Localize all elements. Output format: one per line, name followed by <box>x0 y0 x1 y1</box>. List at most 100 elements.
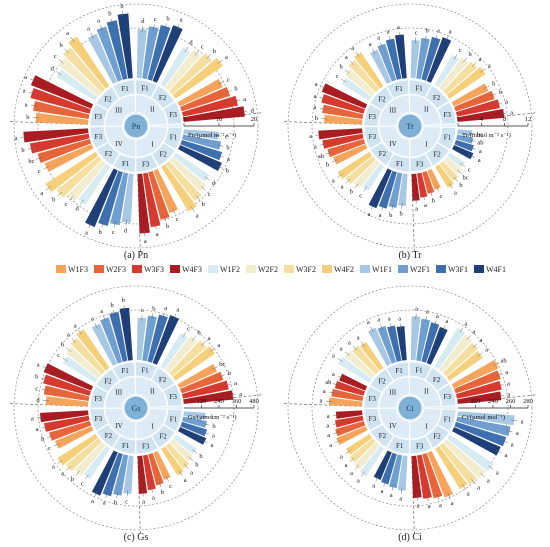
error-bar <box>75 470 80 476</box>
sig-label: a <box>472 328 475 335</box>
sig-label: b <box>21 147 24 154</box>
error-bar <box>190 206 195 212</box>
sig-label: a <box>341 184 344 191</box>
error-bar <box>224 384 231 386</box>
fert-label: F2 <box>159 433 167 441</box>
sig-label: a <box>66 30 69 37</box>
sig-label: a <box>313 93 316 100</box>
error-bar <box>217 165 223 169</box>
error-bar <box>360 341 365 347</box>
bar <box>183 106 245 122</box>
bar <box>85 168 118 228</box>
bar <box>398 173 408 206</box>
sig-label: a <box>144 238 147 245</box>
fert-segment <box>424 367 450 392</box>
period-label: IV <box>389 422 396 430</box>
error-bar <box>375 475 379 482</box>
error-bar <box>381 204 384 211</box>
error-bar <box>457 169 463 175</box>
sig-label: a <box>511 441 514 448</box>
fert-segment <box>363 103 383 127</box>
bar <box>142 172 161 228</box>
error-bar <box>399 323 402 330</box>
fert-segment <box>436 101 457 125</box>
error-bar <box>125 219 127 226</box>
bar <box>335 421 366 437</box>
sig-label: a <box>227 156 230 163</box>
bar <box>447 434 494 472</box>
bar <box>443 61 478 95</box>
error-bar <box>158 481 162 488</box>
sig-label: a <box>212 433 215 440</box>
bar <box>49 421 92 441</box>
bar <box>45 151 99 193</box>
sig-label: a <box>415 206 418 213</box>
bar <box>451 83 489 107</box>
period-segment <box>104 407 137 440</box>
period-segment <box>135 408 168 440</box>
period-label: IV <box>389 140 396 148</box>
bar <box>44 144 94 172</box>
sig-label: a <box>510 109 513 116</box>
bar <box>45 396 89 407</box>
error-bar <box>113 221 116 228</box>
bar <box>455 380 502 399</box>
error-bar <box>113 309 115 316</box>
sig-label: a <box>369 41 372 48</box>
fert-label: F2 <box>104 377 112 385</box>
bar <box>397 455 408 491</box>
fert-label: F2 <box>159 376 167 384</box>
sig-label: b <box>41 436 44 443</box>
error-bar <box>488 465 494 470</box>
bar <box>181 95 238 117</box>
bar <box>359 341 384 371</box>
error-bar <box>472 343 478 349</box>
center-label: Tr <box>406 122 414 131</box>
error-bar <box>30 78 36 82</box>
error-bar <box>383 480 386 487</box>
bar <box>43 374 91 396</box>
sig-label: a <box>390 492 393 499</box>
sig-label: a <box>436 313 439 320</box>
period-label: II <box>424 387 429 395</box>
bar <box>377 326 397 364</box>
sig-label: b <box>110 302 113 309</box>
period-label: I <box>151 422 154 430</box>
period-segment <box>409 408 442 440</box>
sig-label: a <box>52 464 55 471</box>
fert-label: F2 <box>104 95 112 103</box>
bar <box>147 25 171 81</box>
error-bar <box>335 439 341 443</box>
sig-label: a <box>345 462 348 469</box>
bar <box>457 391 502 404</box>
fert-label: F3 <box>416 442 424 450</box>
sig-label: a <box>239 391 242 398</box>
bar <box>68 36 110 89</box>
period-segment <box>135 376 168 408</box>
fert-label: F2 <box>433 94 441 102</box>
fert-segment <box>151 424 176 449</box>
fert-segment <box>89 126 109 150</box>
bar <box>337 151 373 179</box>
sig-label: a <box>377 34 380 41</box>
error-bar <box>355 51 360 57</box>
error-bar <box>41 389 48 391</box>
fert-label: F3 <box>369 113 377 121</box>
sig-label: b <box>228 370 231 377</box>
bar <box>91 450 118 496</box>
bar <box>446 66 486 99</box>
bar <box>183 411 206 420</box>
sig-label: ab <box>501 357 507 364</box>
error-bar <box>426 495 429 502</box>
bar <box>352 345 380 375</box>
fert-label: F2 <box>159 151 167 159</box>
period-label: III <box>115 106 123 114</box>
bar <box>117 13 133 79</box>
bar <box>318 128 363 140</box>
period-segment <box>135 126 168 158</box>
center-disk <box>397 113 423 139</box>
legend-label: W2F1 <box>410 265 430 274</box>
error-bar <box>192 449 198 454</box>
sig-label: a <box>225 54 228 61</box>
sig-label: a <box>507 392 510 399</box>
